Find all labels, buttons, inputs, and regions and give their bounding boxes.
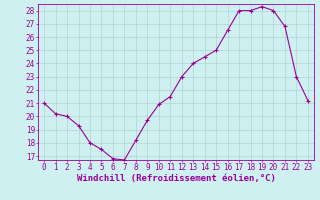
X-axis label: Windchill (Refroidissement éolien,°C): Windchill (Refroidissement éolien,°C) (76, 174, 276, 183)
